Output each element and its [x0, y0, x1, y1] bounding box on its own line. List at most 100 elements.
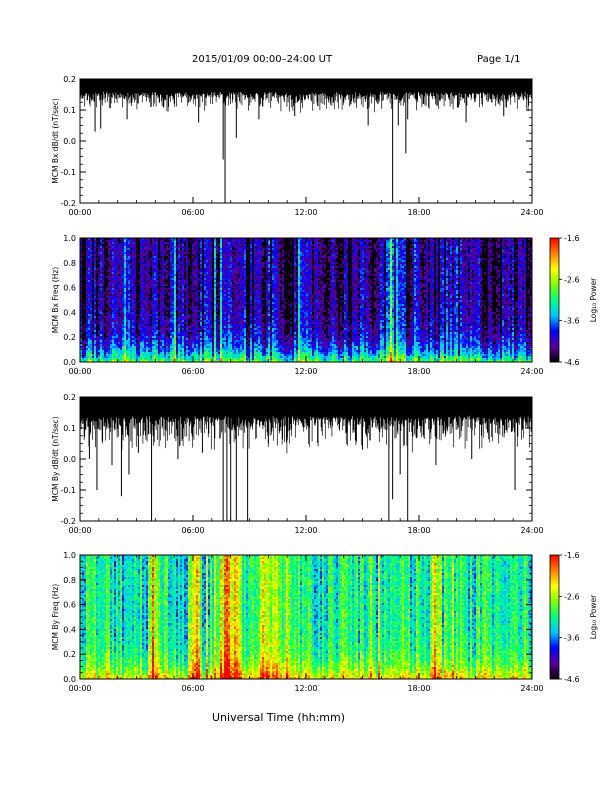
spectro-cell — [294, 252, 296, 254]
spectro-cell — [220, 250, 222, 252]
spectro-cell — [506, 250, 508, 252]
spectro-cell — [168, 242, 170, 244]
spectro-cell — [426, 250, 428, 252]
spectro-cell — [462, 252, 464, 254]
spectro-cell — [382, 248, 384, 250]
spectro-cell — [424, 244, 426, 246]
spectro-cell — [434, 248, 436, 250]
spectro-cell — [82, 240, 84, 242]
spectro-cell — [100, 246, 102, 248]
spectro-cell — [368, 242, 370, 244]
spectro-cell — [388, 248, 390, 250]
spectro-cell — [460, 244, 462, 246]
spectro-cell — [478, 240, 480, 242]
spectro-cell — [514, 248, 516, 250]
spectro-cell — [292, 240, 294, 242]
spectro-cell — [512, 246, 514, 248]
spectro-cell — [214, 244, 216, 246]
spectro-cell — [196, 246, 198, 248]
spectro-cell — [282, 244, 284, 246]
spectro-cell — [316, 252, 318, 254]
spectro-cell — [284, 254, 286, 256]
spectro-cell — [314, 248, 316, 250]
spectro-cell — [388, 244, 390, 246]
spectro-cell — [478, 254, 480, 256]
spectro-cell — [424, 242, 426, 244]
spectro-cell — [358, 252, 360, 254]
spectro-cell — [370, 244, 372, 246]
spectro-cell — [232, 242, 234, 244]
spectro-cell — [374, 252, 376, 254]
spectro-cell — [382, 240, 384, 242]
spectro-cell — [326, 240, 328, 242]
spectro-cell — [108, 240, 110, 242]
spectro-cell — [216, 242, 218, 244]
spectro-cell — [142, 256, 144, 258]
spectro-cell — [256, 240, 258, 242]
spectro-cell — [486, 248, 488, 250]
spectro-cell — [106, 248, 108, 250]
spectro-cell — [342, 246, 344, 248]
spectro-cell — [408, 242, 410, 244]
spectro-cell — [414, 240, 416, 242]
spectro-cell — [338, 248, 340, 250]
spectro-cell — [312, 242, 314, 244]
spectro-cell — [474, 248, 476, 250]
spectro-cell — [200, 252, 202, 254]
spectro-cell — [354, 254, 356, 256]
spectro-cell — [88, 248, 90, 250]
spectro-cell — [470, 254, 472, 256]
spectro-cell — [382, 252, 384, 254]
spectro-cell — [482, 244, 484, 246]
spectro-cell — [152, 240, 154, 242]
spectro-cell — [238, 242, 240, 244]
spectro-cell — [132, 246, 134, 248]
spectro-cell — [156, 240, 158, 242]
spectro-cell — [268, 246, 270, 248]
spectro-cell — [230, 246, 232, 248]
spectro-cell — [292, 246, 294, 248]
spectro-cell — [364, 246, 366, 248]
spectro-cell — [104, 246, 106, 248]
spectro-cell — [348, 254, 350, 256]
spectro-cell — [336, 244, 338, 246]
spectro-cell — [334, 242, 336, 244]
spectro-cell — [258, 254, 260, 256]
spectro-cell — [466, 254, 468, 256]
spectro-cell — [428, 252, 430, 254]
spectro-cell — [378, 246, 380, 248]
spectro-cell — [270, 244, 272, 246]
spectro-cell — [500, 244, 502, 246]
spectro-cell — [110, 244, 112, 246]
spectro-cell — [480, 248, 482, 250]
spectro-cell — [328, 254, 330, 256]
spectro-cell — [262, 254, 264, 256]
spectro-cell — [366, 244, 368, 246]
spectro-cell — [266, 242, 268, 244]
spectro-cell — [162, 242, 164, 244]
spectro-cell — [490, 248, 492, 250]
spectro-cell — [362, 246, 364, 248]
spectro-cell — [154, 254, 156, 256]
spectro-cell — [146, 242, 148, 244]
spectro-cell — [146, 250, 148, 252]
spectro-cell — [350, 242, 352, 244]
spectro-cell — [248, 250, 250, 252]
spectro-cell — [92, 242, 94, 244]
spectro-cell — [90, 246, 92, 248]
spectro-cell — [250, 246, 252, 248]
spectro-cell — [318, 242, 320, 244]
spectro-cell — [170, 256, 172, 258]
spectro-cell — [424, 246, 426, 248]
spectro-cell — [244, 254, 246, 256]
spectro-cell — [222, 242, 224, 244]
spectro-cell — [84, 250, 86, 252]
spectro-cell — [370, 246, 372, 248]
spectro-cell — [292, 252, 294, 254]
spectro-cell — [288, 240, 290, 242]
spectro-cell — [118, 254, 120, 256]
spectro-cell — [188, 240, 190, 242]
spectro-cell — [492, 242, 494, 244]
spectro-cell — [136, 252, 138, 254]
spectro-cell — [456, 246, 458, 248]
